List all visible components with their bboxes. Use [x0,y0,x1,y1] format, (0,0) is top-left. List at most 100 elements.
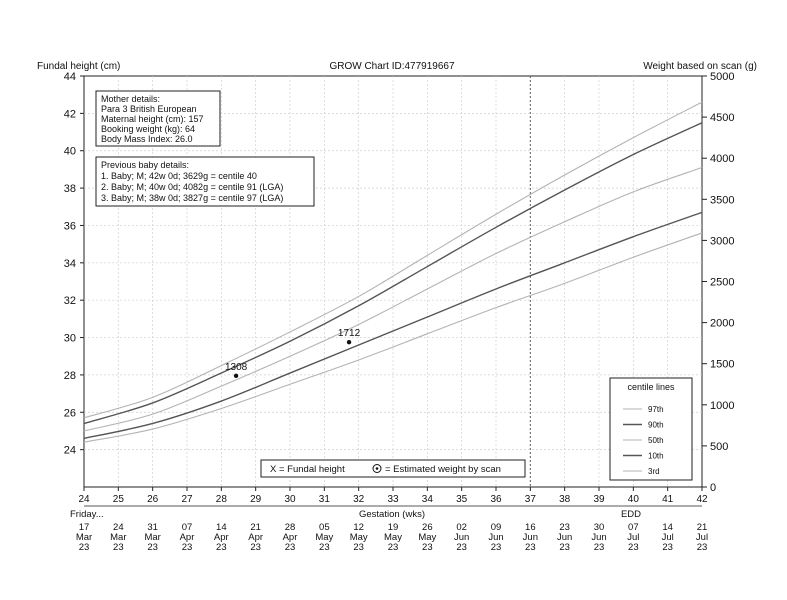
date-year: 23 [559,542,570,553]
centile-line-90th [83,122,703,425]
date-day: 07 [182,522,193,533]
x-axis-ticks: 24 25 26 27 28 29 30 31 32 33 34 35 36 37 38 39 40 41 42 [78,487,708,505]
date-month: Jun [454,532,469,543]
date-day: 17 [79,522,90,533]
left-tick-label: 36 [64,220,76,232]
left-tick-label: 32 [64,295,76,307]
date-month: May [384,532,402,543]
x-tick-label: 28 [216,494,228,505]
date-day: 31 [147,522,158,533]
date-year: 23 [697,542,708,553]
centile-legend-label: 50th [648,436,664,445]
x-tick-label: 39 [593,494,605,505]
date-month: May [350,532,368,543]
left-tick-label: 40 [64,146,76,158]
date-month: Apr [283,532,298,543]
left-tick-label: 42 [64,108,76,120]
date-day: 21 [697,522,708,533]
left-tick-label: 28 [64,370,76,382]
date-year: 23 [422,542,433,553]
centile-legend-label: 3rd [648,467,660,476]
date-year: 23 [491,542,502,553]
x-tick-label: 30 [284,494,296,505]
previous-baby-line: 2. Baby; M; 40w 0d; 4082g = centile 91 (… [101,182,283,192]
x-tick-label: 24 [78,494,90,505]
date-day: 21 [250,522,261,533]
edd-label: EDD [621,509,641,520]
previous-baby-line: 3. Baby; M; 38w 0d; 3827g = centile 97 (… [101,193,283,203]
date-day: 30 [594,522,605,533]
date-month: Apr [214,532,229,543]
chart-title: GROW Chart ID:477919667 [329,61,454,72]
scan-point-label: 1308 [225,362,248,373]
previous-baby-line: 1. Baby; M; 42w 0d; 3629g = centile 40 [101,171,257,181]
right-axis-ticks: 0 500 1000 1500 2000 2500 3000 3500 4000 4500 5000 [702,71,734,494]
mother-details-line: Maternal height (cm): 157 [101,114,204,124]
x-tick-label: 41 [662,494,674,505]
date-month: Jun [488,532,503,543]
date-month: Apr [248,532,263,543]
right-axis-title: Weight based on scan (g) [643,61,757,72]
date-month: Jun [591,532,606,543]
date-day: 14 [216,522,227,533]
date-month: Jun [557,532,572,543]
previous-baby-heading: Previous baby details: [101,160,189,170]
scan-point-label: 1712 [338,328,361,339]
x-tick-label: 32 [353,494,365,505]
x-axis-title: Gestation (wks) [359,509,425,520]
date-day: 24 [113,522,124,533]
scan-weight-legend: = Estimated weight by scan [385,464,501,475]
right-tick-label: 500 [710,441,728,453]
centile-line-97th [83,101,703,419]
date-month: Jul [662,532,674,543]
date-year: 23 [456,542,467,553]
x-tick-label: 38 [559,494,571,505]
date-year: 23 [250,542,261,553]
right-tick-label: 4000 [710,153,734,165]
date-year: 23 [216,542,227,553]
date-month: Jul [627,532,639,543]
centile-legend-items: 97th 90th 50th 10th 3rd [623,405,664,476]
right-tick-label: 1500 [710,359,734,371]
date-year: 23 [388,542,399,553]
scan-point [346,340,352,345]
mother-details-line: Booking weight (kg): 64 [101,124,195,134]
previous-baby-details-box: Previous baby details: 1. Baby; M; 42w 0… [95,156,315,207]
x-tick-label: 25 [113,494,125,505]
date-day: 28 [285,522,296,533]
scan-point [233,373,239,379]
date-year: 23 [319,542,330,553]
left-tick-label: 30 [64,333,76,345]
date-day: 14 [662,522,673,533]
x-tick-label: 33 [387,494,399,505]
date-month: Jun [523,532,538,543]
date-day: 09 [491,522,502,533]
right-tick-label: 3500 [710,194,734,206]
centile-legend-label: 90th [648,421,664,430]
left-tick-label: 44 [64,71,76,83]
right-tick-label: 2000 [710,318,734,330]
mother-details-line: Body Mass Index: 26.0 [101,134,193,144]
centile-legend-title: centile lines [627,382,675,392]
centile-lines [83,101,703,443]
date-month: Mar [110,532,126,543]
date-day: 05 [319,522,330,533]
mother-details-box: Mother details: Para 3 British European … [95,90,221,147]
date-row: 17Mar2324Mar2331Mar2307Apr2314Apr2321Apr… [76,505,708,553]
centile-legend: centile lines 97th 90th 50th 10th 3rd [609,377,693,481]
date-month: Mar [144,532,160,543]
left-tick-label: 26 [64,407,76,419]
date-year: 23 [113,542,124,553]
x-tick-label: 34 [422,494,434,505]
date-day: 26 [422,522,433,533]
date-month: Mar [76,532,92,543]
x-tick-label: 26 [147,494,159,505]
x-tick-label: 31 [319,494,331,505]
x-tick-label: 36 [490,494,502,505]
centile-legend-label: 97th [648,405,664,414]
mother-details-line: Para 3 British European [101,104,197,114]
date-month: May [315,532,333,543]
x-tick-label: 35 [456,494,468,505]
date-year: 23 [525,542,536,553]
